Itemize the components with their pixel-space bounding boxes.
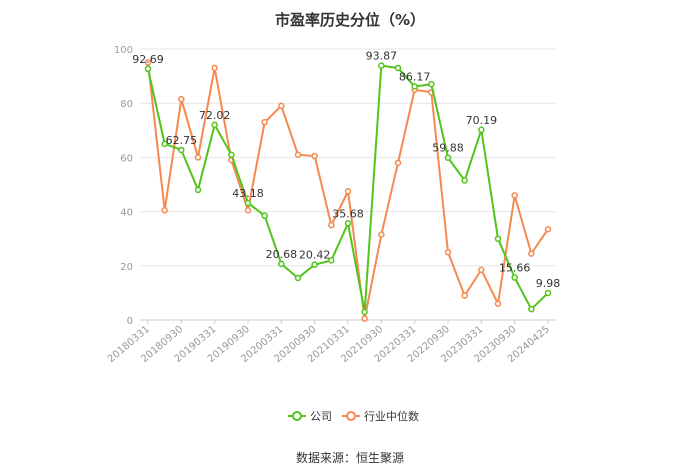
y-tick-label: 80	[120, 99, 133, 110]
legend-item-0[interactable]: 公司	[288, 410, 332, 423]
data-label: 59.88	[432, 142, 464, 155]
data-point	[544, 225, 552, 233]
data-point	[511, 192, 518, 199]
data-point	[361, 315, 368, 322]
data-point	[244, 206, 252, 214]
data-label: 72.02	[199, 109, 231, 122]
data-point	[294, 151, 302, 158]
data-label: 35.68	[332, 207, 364, 220]
data-point	[511, 274, 518, 281]
series-group	[144, 59, 552, 322]
data-point	[461, 292, 468, 299]
data-point	[344, 188, 352, 195]
data-point	[178, 146, 185, 154]
data-point	[311, 261, 318, 268]
data-point	[494, 300, 502, 307]
chart-title: 市盈率历史分位（%）	[275, 11, 425, 29]
data-label: 43.18	[232, 187, 264, 200]
data-point	[144, 65, 152, 73]
data-label: 15.66	[499, 262, 531, 275]
data-point	[178, 95, 185, 103]
data-point	[428, 80, 435, 88]
data-point	[244, 199, 252, 207]
data-label: 20.68	[266, 248, 298, 261]
data-label: 70.19	[466, 114, 498, 127]
data-point	[361, 308, 368, 316]
data-point	[261, 118, 268, 126]
data-point	[261, 212, 268, 219]
legend[interactable]: 公司 行业中位数	[288, 409, 419, 423]
data-point	[194, 186, 202, 194]
legend-item-1[interactable]: 行业中位数	[342, 409, 419, 423]
y-tick-label: 100	[114, 45, 133, 56]
data-point	[411, 83, 418, 90]
data-point	[478, 266, 485, 274]
data-point	[344, 220, 352, 227]
data-point	[528, 250, 535, 257]
data-point	[161, 140, 168, 148]
data-point	[394, 64, 402, 72]
y-axis-ticks: 0 20 40 60 80 100	[114, 45, 133, 327]
data-point	[494, 235, 502, 242]
grid-lines	[140, 48, 556, 321]
y-tick-label: 60	[120, 153, 133, 164]
data-point	[294, 274, 302, 282]
data-point	[444, 154, 452, 161]
data-point	[278, 260, 285, 268]
data-point	[378, 62, 385, 69]
data-label: 92.69	[132, 53, 164, 66]
data-point	[328, 221, 335, 229]
data-label: 86.17	[399, 70, 431, 83]
data-point	[211, 121, 218, 129]
data-label: 20.42	[299, 249, 331, 262]
data-point	[528, 305, 535, 313]
data-point	[161, 206, 168, 214]
data-point	[461, 177, 468, 184]
data-point	[378, 231, 385, 238]
data-point	[194, 154, 202, 161]
data-label: 9.98	[536, 277, 561, 290]
legend-label: 行业中位数	[364, 409, 419, 423]
data-point	[444, 249, 452, 256]
data-source: 数据来源：恒生聚源	[296, 450, 404, 465]
y-tick-label: 20	[120, 262, 133, 273]
data-point	[311, 152, 318, 160]
y-tick-label: 40	[120, 208, 133, 219]
legend-label: 公司	[310, 410, 332, 423]
legend-marker	[292, 411, 302, 421]
data-point	[278, 102, 285, 110]
data-point	[228, 151, 235, 158]
data-label: 93.87	[366, 50, 398, 63]
legend-marker	[346, 411, 356, 421]
data-point	[328, 257, 335, 264]
data-point	[478, 126, 485, 134]
data-point	[394, 159, 402, 167]
y-tick-label: 0	[127, 316, 133, 327]
data-point	[544, 289, 552, 297]
data-point	[211, 64, 218, 72]
data-label: 62.75	[166, 134, 198, 147]
x-axis: 2018033120180930201903312019093020200331…	[106, 320, 552, 365]
data-point	[144, 59, 152, 66]
